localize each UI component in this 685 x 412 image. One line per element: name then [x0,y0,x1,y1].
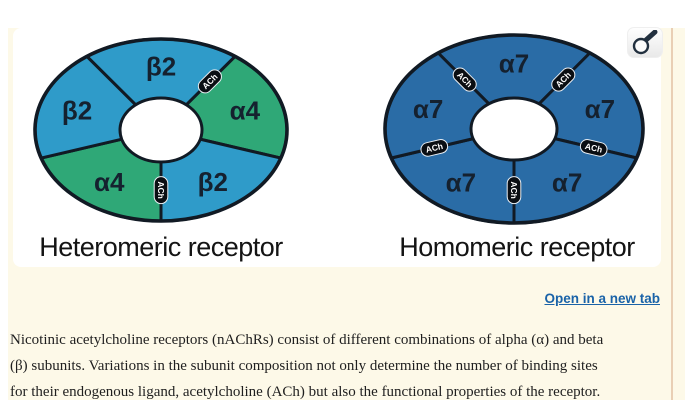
caption-line: Nicotinic acetylcholine receptors (nAChR… [10,332,604,348]
heteromeric-caption: Heteromeric receptor [39,232,283,262]
figure-caption-paragraph: Nicotinic acetylcholine receptors (nAChR… [10,327,665,405]
zoom-figure-button[interactable] [627,27,663,58]
right-column-divider [671,28,673,400]
homomeric-caption: Homomeric receptor [399,232,635,262]
caption-line: for their endogenous ligand, acetylcholi… [10,384,601,400]
open-in-new-tab-link[interactable]: Open in a new tab [544,291,660,306]
magnifying-glass-icon [632,29,658,54]
caption-line: (β) subunits. Variations in the subunit … [10,358,598,374]
